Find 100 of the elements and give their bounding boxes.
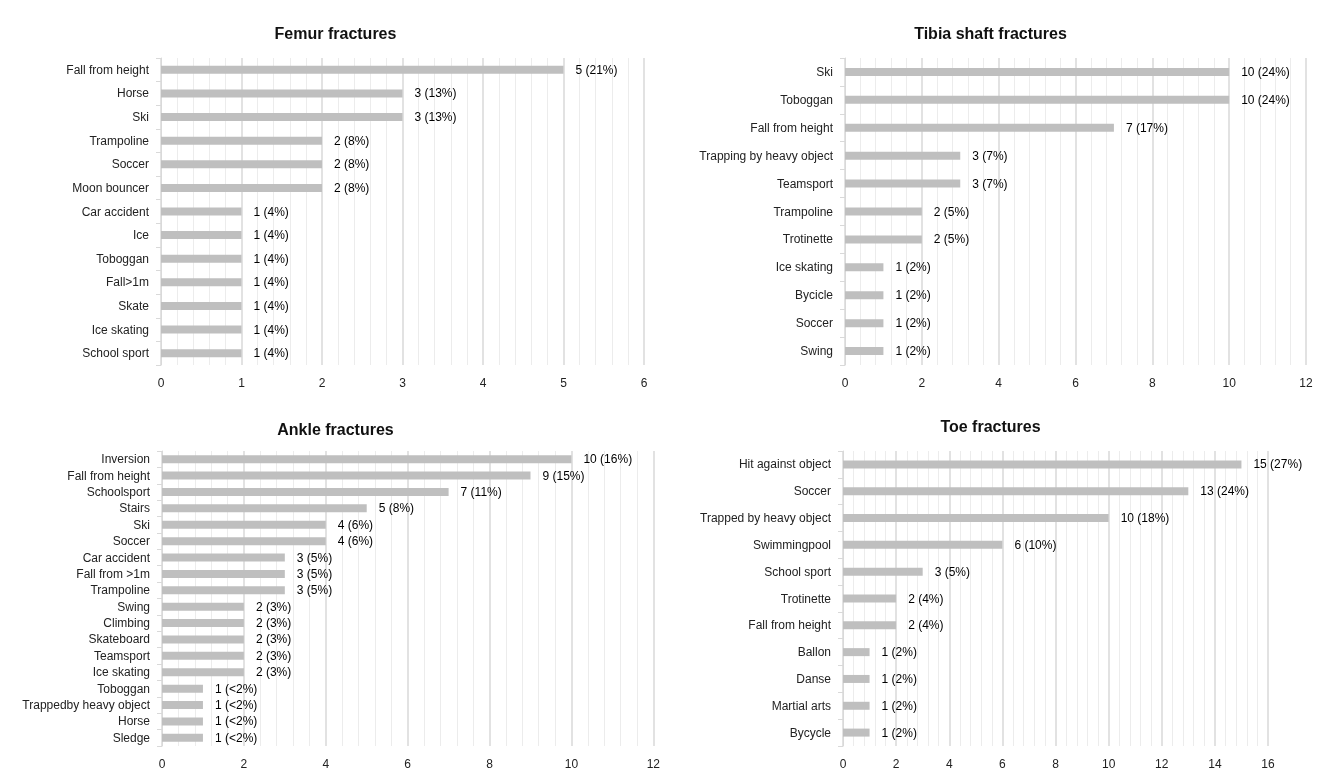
y-tick-label: Skate [118,298,150,313]
bar [845,123,1114,132]
x-tick-label: 12 [1155,757,1169,769]
data-label: 3 (5%) [934,564,971,579]
data-label: 2 (4%) [908,591,944,606]
data-label: 1 (4%) [253,298,289,313]
data-label: 1 (4%) [253,275,289,290]
data-label: 1 (2%) [881,671,917,686]
bar [162,504,367,513]
bar [161,325,242,334]
y-tick-label: Toboggan [97,681,150,696]
bar [845,319,884,328]
y-tick-label: Trotinette [782,232,834,247]
y-tick-label: Bycycle [789,725,832,740]
y-tick-label: Climbing [103,616,150,631]
bar [161,301,242,310]
y-tick-label: Ice skating [92,665,150,680]
bar [162,455,572,464]
y-tick-label: Fall from height [748,618,832,633]
data-label: 3 (5%) [296,583,333,598]
y-tick-label: Swing [800,344,833,359]
bar [843,460,1242,469]
x-tick-label: 10 [564,757,579,769]
data-label: 1 (2%) [895,316,931,331]
y-tick-label: Ice skating [91,322,149,337]
data-label: 15 (27%) [1253,457,1303,472]
bar [845,347,884,356]
x-tick-label: 2 [318,376,326,390]
data-label: 3 (7%) [972,176,1008,191]
chart-title: Femur fractures [274,24,397,42]
data-label: 5 (21%) [575,62,618,77]
bar [843,674,870,683]
x-tick-label: 0 [839,757,847,769]
data-label: 1 (4%) [253,228,289,243]
bar [843,487,1189,496]
bar [162,684,203,693]
y-tick-label: Horse [116,86,150,101]
y-tick-label: Teamsport [93,648,151,663]
y-tick-label: Trappedby heavy object [22,698,151,713]
data-label: 1 (4%) [253,322,289,337]
y-tick-label: Skateboard [88,632,150,647]
data-label: 4 (6%) [337,534,374,549]
y-tick-label: Ski [133,517,150,532]
bar [843,648,870,657]
bar [161,136,322,145]
data-label: 1 (4%) [253,251,289,266]
data-label: 1 (4%) [253,204,289,219]
y-tick-label: Toboggan [96,251,149,266]
y-tick-label: Car accident [81,204,150,219]
data-label: 1 (2%) [881,645,917,660]
bar [845,291,884,300]
y-tick-label: Car accident [82,550,151,565]
data-label: 2 (3%) [255,648,292,663]
data-label: 2 (8%) [334,133,370,148]
y-tick-label: Soccer [793,484,831,499]
y-tick-label: Stairs [119,501,150,516]
data-label: 6 (10%) [1014,537,1057,552]
y-tick-label: Fall>1m [105,275,149,290]
y-tick-label: Danse [796,671,832,686]
data-label: 1 (2%) [881,725,917,740]
data-label: 1 (<2%) [214,714,258,729]
y-tick-label: Fall from height [67,468,151,483]
x-tick-label: 10 [1222,376,1237,390]
y-tick-label: Fall from height [750,120,834,135]
x-tick-label: 0 [841,376,849,390]
bar [843,594,897,603]
bar [161,231,242,240]
y-tick-label: Soccer [795,316,833,331]
x-tick-label: 14 [1208,757,1222,769]
y-tick-label: Bycicle [794,288,834,303]
y-tick-label: School sport [82,346,150,361]
x-tick-label: 10 [1101,757,1116,769]
y-tick-label: Inversion [101,452,150,467]
bar [845,151,961,160]
y-tick-label: Schoolsport [86,484,151,499]
y-tick-label: Ice [132,228,150,243]
data-label: 1 (2%) [881,698,917,713]
y-tick-label: Trapping by heavy object [699,148,834,163]
data-label: 10 (18%) [1120,511,1170,526]
x-tick-label: 4 [945,757,953,769]
x-tick-label: 4 [479,376,487,390]
bar [161,349,242,358]
y-tick-label: Sledge [112,730,151,745]
y-tick-label: Teamsport [776,176,834,191]
bar [161,254,242,263]
data-label: 1 (<2%) [214,681,258,696]
y-tick-label: Fall from height [66,62,150,77]
bar [162,471,531,480]
chart-title: Tibia shaft fractures [914,24,1067,42]
y-tick-label: Trotinette [780,591,832,606]
bar [845,263,884,272]
bar [161,207,242,216]
chart-title: Ankle fractures [277,420,394,438]
bar [161,160,322,169]
y-tick-label: Hit against object [738,457,832,472]
y-tick-label: Ballon [797,645,831,660]
data-label: 2 (3%) [255,665,292,680]
x-tick-label: 2 [240,757,248,769]
data-label: 4 (6%) [337,517,374,532]
data-label: 7 (17%) [1125,120,1168,135]
